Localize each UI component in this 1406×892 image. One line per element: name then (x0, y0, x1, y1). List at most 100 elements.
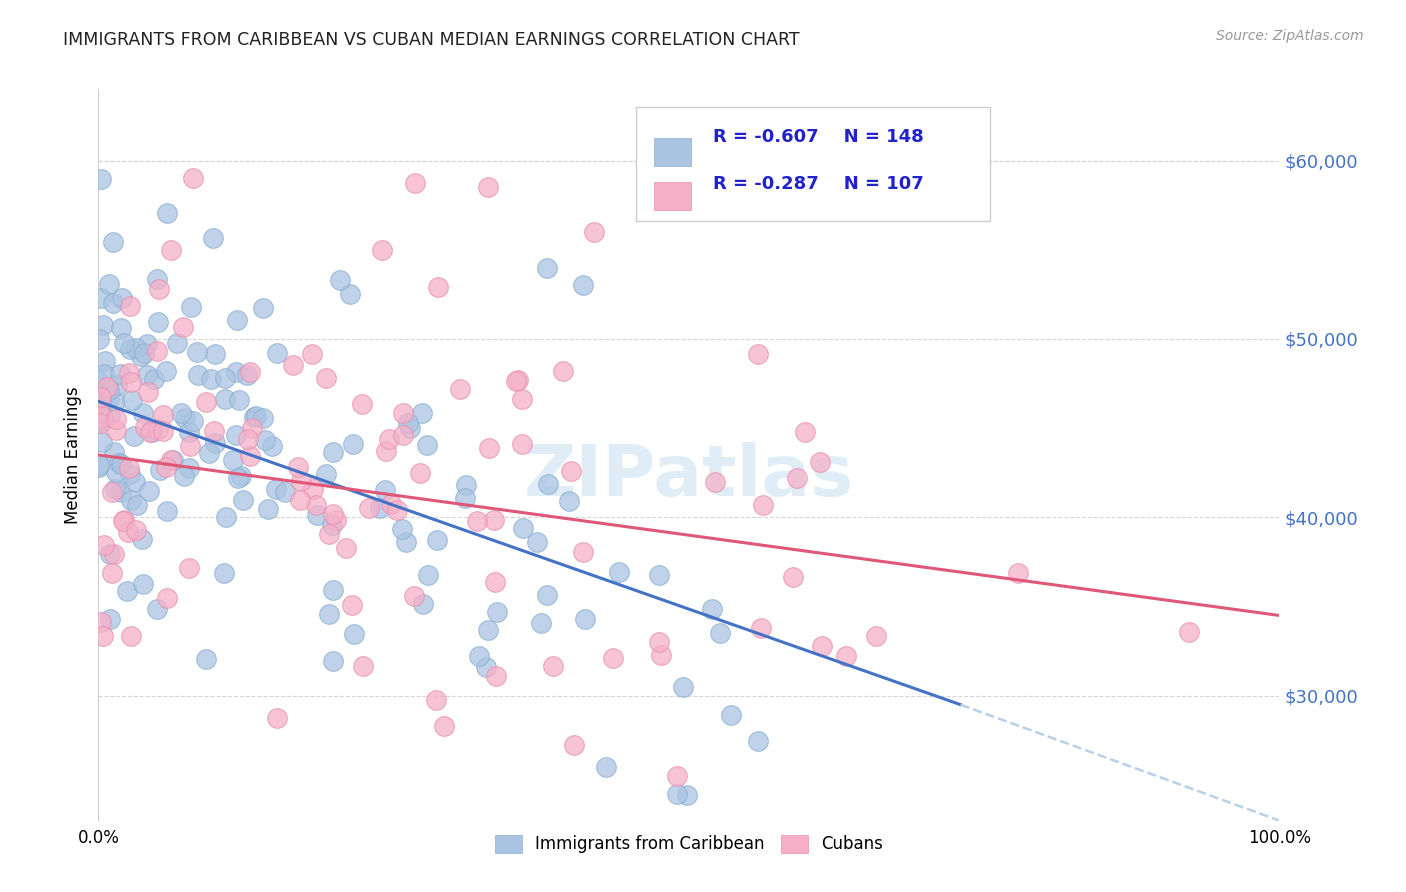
Point (648, 568, 671, 582)
Point (101, 296, 124, 310)
Point (322, 507, 344, 521)
Point (87, 407, 110, 421)
Point (228, 393, 250, 408)
Point (322, 444, 344, 458)
Point (752, 498, 775, 512)
Point (194, 394, 217, 409)
Point (162, 452, 184, 467)
Point (179, 425, 201, 439)
Point (87, 460, 110, 475)
Point (392, 428, 415, 442)
Point (537, 476, 560, 491)
Legend: Immigrants from Caribbean, Cubans: Immigrants from Caribbean, Cubans (488, 828, 890, 860)
Point (595, 760, 617, 774)
Point (315, 467, 337, 481)
Point (202, 231, 225, 245)
Point (146, 602, 169, 616)
Point (98, 547, 121, 561)
Point (179, 439, 201, 453)
Point (484, 575, 506, 590)
Point (155, 364, 177, 378)
Text: IMMIGRANTS FROM CARIBBEAN VS CUBAN MEDIAN EARNINGS CORRELATION CHART: IMMIGRANTS FROM CARIBBEAN VS CUBAN MEDIA… (63, 31, 800, 49)
Point (110, 457, 132, 471)
Point (418, 568, 440, 582)
Point (574, 612, 596, 626)
Point (536, 260, 558, 275)
Point (148, 281, 170, 295)
Point (378, 432, 401, 446)
Point (325, 513, 347, 527)
Point (105, 412, 128, 426)
Point (214, 370, 236, 384)
Point (245, 409, 267, 423)
Bar (654, 182, 690, 210)
Point (155, 460, 177, 475)
Point (650, 648, 672, 662)
Point (700, 602, 723, 616)
Point (134, 419, 156, 434)
Text: ZIPatlas: ZIPatlas (524, 442, 853, 511)
Point (433, 719, 456, 733)
Point (104, 482, 127, 496)
Point (90, 390, 112, 404)
Point (329, 273, 352, 287)
Point (782, 570, 804, 584)
Point (172, 320, 194, 334)
Point (720, 708, 742, 723)
Point (118, 461, 141, 475)
Point (177, 460, 200, 475)
Point (571, 545, 593, 559)
Point (93, 538, 115, 552)
Point (152, 409, 174, 423)
Point (371, 243, 394, 257)
Point (104, 393, 127, 408)
Point (91, 409, 114, 424)
Point (143, 372, 166, 386)
Point (225, 428, 247, 442)
Point (553, 364, 575, 378)
Point (404, 177, 426, 191)
Point (449, 382, 471, 396)
Point (786, 471, 808, 485)
Point (110, 321, 132, 335)
Point (301, 347, 323, 361)
Point (91, 318, 114, 333)
Point (177, 560, 200, 574)
Point (226, 471, 249, 485)
Point (810, 640, 832, 654)
Point (506, 373, 529, 387)
Text: R = -0.607    N = 148: R = -0.607 N = 148 (713, 128, 924, 145)
Point (107, 456, 129, 470)
Point (139, 425, 162, 440)
Point (125, 341, 148, 355)
Point (91, 629, 114, 643)
Point (256, 502, 278, 516)
Point (368, 500, 391, 515)
Point (181, 414, 204, 428)
Point (647, 635, 669, 649)
Point (412, 597, 434, 611)
Point (93, 368, 115, 382)
Point (138, 385, 160, 400)
Point (343, 626, 366, 640)
Point (112, 336, 135, 351)
Point (87, 332, 110, 346)
Point (124, 475, 146, 489)
Point (352, 397, 374, 411)
Point (152, 424, 174, 438)
Point (90, 615, 112, 630)
Point (290, 475, 312, 489)
Point (266, 346, 288, 360)
Point (98, 277, 121, 291)
Point (252, 301, 274, 315)
Point (111, 291, 134, 305)
Point (166, 336, 188, 351)
Point (98, 408, 121, 422)
Point (305, 508, 328, 522)
Point (146, 343, 169, 358)
Point (138, 483, 160, 498)
Point (229, 469, 252, 483)
Point (235, 368, 257, 383)
Point (160, 452, 183, 467)
Point (202, 424, 225, 438)
